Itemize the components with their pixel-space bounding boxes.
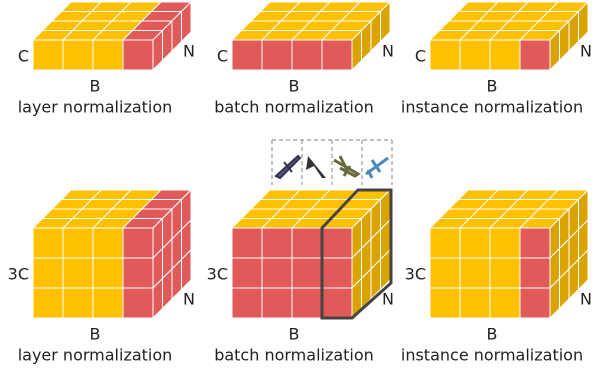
caption: layer normalization [18, 346, 173, 365]
front-cell [63, 228, 93, 258]
tensor-cube [232, 2, 390, 70]
front-cell [322, 258, 352, 288]
channel-label: C [217, 47, 228, 66]
front-cell [490, 40, 520, 70]
front-cell [430, 228, 460, 258]
front-cell [123, 288, 153, 318]
batch-label: B [289, 77, 300, 96]
front-cell [93, 228, 123, 258]
caption: batch normalization [214, 346, 374, 365]
sample-label: N [183, 290, 195, 309]
batch-label: B [487, 325, 498, 344]
front-cell [292, 288, 322, 318]
sample-label: N [183, 42, 195, 61]
sample-label: N [580, 42, 592, 61]
front-cell [123, 40, 153, 70]
front-cell [460, 228, 490, 258]
batch-label: B [90, 325, 101, 344]
front-cell [262, 288, 292, 318]
front-cell [322, 288, 352, 318]
channel-label: C [18, 47, 29, 66]
sample-label: N [580, 290, 592, 309]
front-cell [322, 228, 352, 258]
caption: layer normalization [18, 98, 173, 117]
caption: instance normalization [401, 346, 583, 365]
front-cell [520, 258, 550, 288]
front-cell [490, 258, 520, 288]
front-cell [93, 40, 123, 70]
front-cell [430, 288, 460, 318]
front-cell [292, 228, 322, 258]
front-cell [292, 258, 322, 288]
channel-label: 3C [405, 265, 426, 284]
front-cell [262, 258, 292, 288]
sample-label: N [382, 290, 394, 309]
figure: C N Blayer normalization C N Bbatch normaliza… [0, 0, 597, 373]
tensor-cube [232, 190, 390, 318]
front-cell [460, 258, 490, 288]
front-cell [123, 228, 153, 258]
front-cell [460, 288, 490, 318]
front-cell [63, 40, 93, 70]
front-cell [520, 288, 550, 318]
tensor-cube [430, 2, 588, 70]
front-cell [123, 258, 153, 288]
front-cell [232, 258, 262, 288]
front-cell [262, 40, 292, 70]
channel-label: 3C [8, 265, 29, 284]
image-samples [272, 140, 392, 185]
front-cell [33, 288, 63, 318]
front-cell [232, 288, 262, 318]
batch-label: B [487, 77, 498, 96]
front-cell [33, 258, 63, 288]
front-cell [322, 40, 352, 70]
front-cell [232, 228, 262, 258]
channel-label: 3C [207, 265, 228, 284]
front-cell [490, 288, 520, 318]
tensor-cube [33, 2, 191, 70]
front-cell [33, 40, 63, 70]
batch-label: B [289, 325, 300, 344]
caption: instance normalization [401, 98, 583, 117]
tensor-cube [33, 190, 191, 318]
channel-label: C [415, 47, 426, 66]
front-cell [232, 40, 262, 70]
tensor-cube [430, 190, 588, 318]
front-cell [490, 228, 520, 258]
front-cell [430, 40, 460, 70]
front-cell [430, 258, 460, 288]
caption: batch normalization [214, 98, 374, 117]
front-cell [520, 40, 550, 70]
front-cell [63, 258, 93, 288]
front-cell [93, 258, 123, 288]
sample-label: N [382, 42, 394, 61]
batch-label: B [90, 77, 101, 96]
front-cell [262, 228, 292, 258]
front-cell [520, 228, 550, 258]
front-cell [63, 288, 93, 318]
front-cell [292, 40, 322, 70]
front-cell [33, 228, 63, 258]
front-cell [93, 288, 123, 318]
front-cell [460, 40, 490, 70]
